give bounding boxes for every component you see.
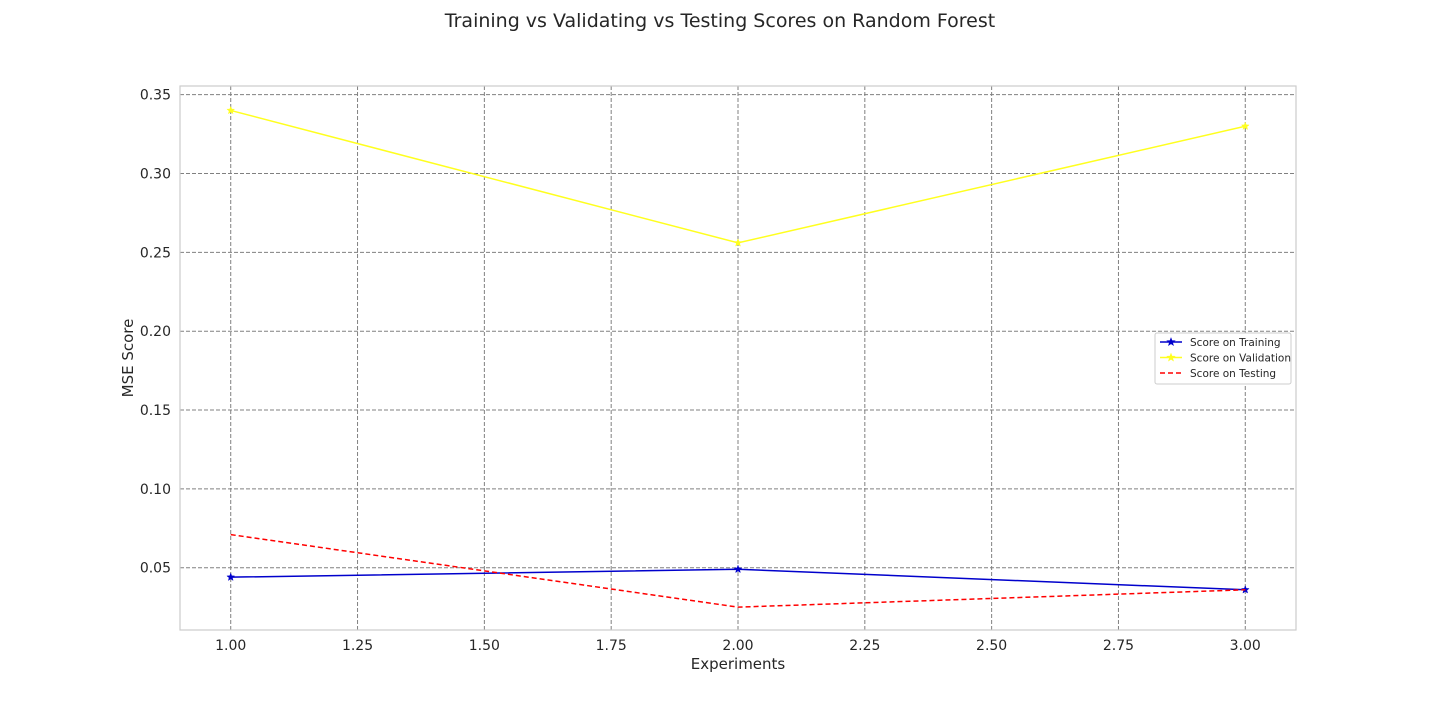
x-tick-label: 1.25 [342, 638, 373, 654]
legend-label: Score on Testing [1190, 368, 1276, 380]
data-point-marker [226, 105, 236, 115]
plot-area-frame [179, 85, 1297, 631]
data-point-marker [733, 238, 743, 247]
y-tick-label: 0.20 [140, 324, 171, 340]
data-point-marker [1240, 585, 1250, 594]
x-tick-label: 1.75 [596, 638, 627, 654]
y-tick-label: 0.10 [140, 482, 171, 498]
grid-lines [180, 86, 1296, 630]
y-axis-ticks: 0.05 0.10 0.15 0.20 0.25 0.30 0.35 [140, 88, 171, 577]
series-score-on-validation [226, 105, 1250, 247]
x-tick-label: 2.25 [849, 638, 880, 654]
data-point-marker [733, 564, 743, 574]
x-axis-ticks: 1.00 1.25 1.50 1.75 2.00 2.25 2.50 2.75 3.00 [215, 638, 1261, 654]
y-tick-label: 0.15 [140, 403, 171, 419]
series-score-on-training [226, 564, 1250, 594]
legend-item: Score on Validation [1160, 353, 1291, 365]
legend-label: Score on Validation [1190, 353, 1291, 365]
legend-item: Score on Training [1160, 337, 1281, 349]
x-tick-label: 3.00 [1230, 638, 1261, 654]
x-tick-label: 2.00 [722, 638, 753, 654]
legend-label: Score on Training [1190, 337, 1281, 349]
x-tick-label: 2.50 [976, 638, 1007, 654]
legend-box [1154, 332, 1292, 385]
legend-marker [1166, 352, 1176, 362]
series-line [230, 533, 1246, 608]
y-axis-label: MSE Score [119, 319, 137, 398]
data-point-marker [226, 572, 236, 581]
y-tick-label: 0.05 [140, 561, 171, 577]
chart-title: Training vs Validating vs Testing Scores… [444, 10, 996, 32]
y-tick-label: 0.30 [140, 167, 171, 183]
x-tick-label: 1.50 [469, 638, 500, 654]
legend-marker [1166, 337, 1176, 346]
x-tick-label: 2.75 [1103, 638, 1134, 654]
legend: Score on Training Score on Validation Scor… [1154, 332, 1292, 385]
x-tick-label: 1.00 [215, 638, 246, 654]
y-tick-label: 0.35 [140, 88, 171, 104]
series-lines [226, 105, 1250, 608]
x-axis-label: Experiments [691, 655, 786, 673]
series-score-on-testing [230, 533, 1246, 608]
legend-item: Score on Testing [1160, 368, 1276, 380]
y-tick-label: 0.25 [140, 245, 171, 261]
data-point-marker [1240, 121, 1250, 131]
